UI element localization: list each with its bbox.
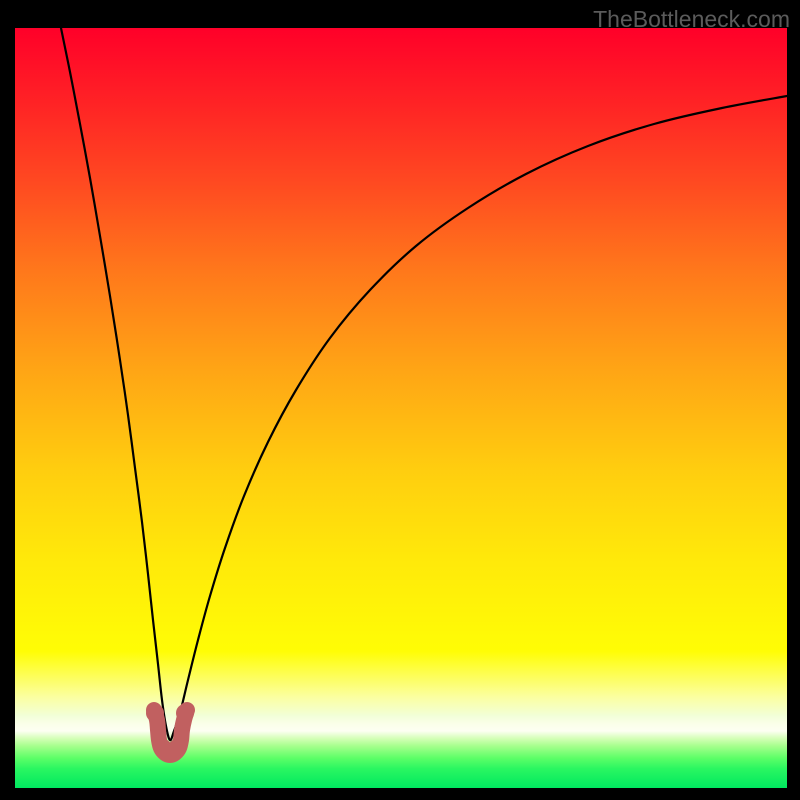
chart-canvas: TheBottleneck.com	[0, 0, 800, 800]
chart-svg	[0, 0, 800, 800]
gradient-background	[15, 28, 787, 788]
